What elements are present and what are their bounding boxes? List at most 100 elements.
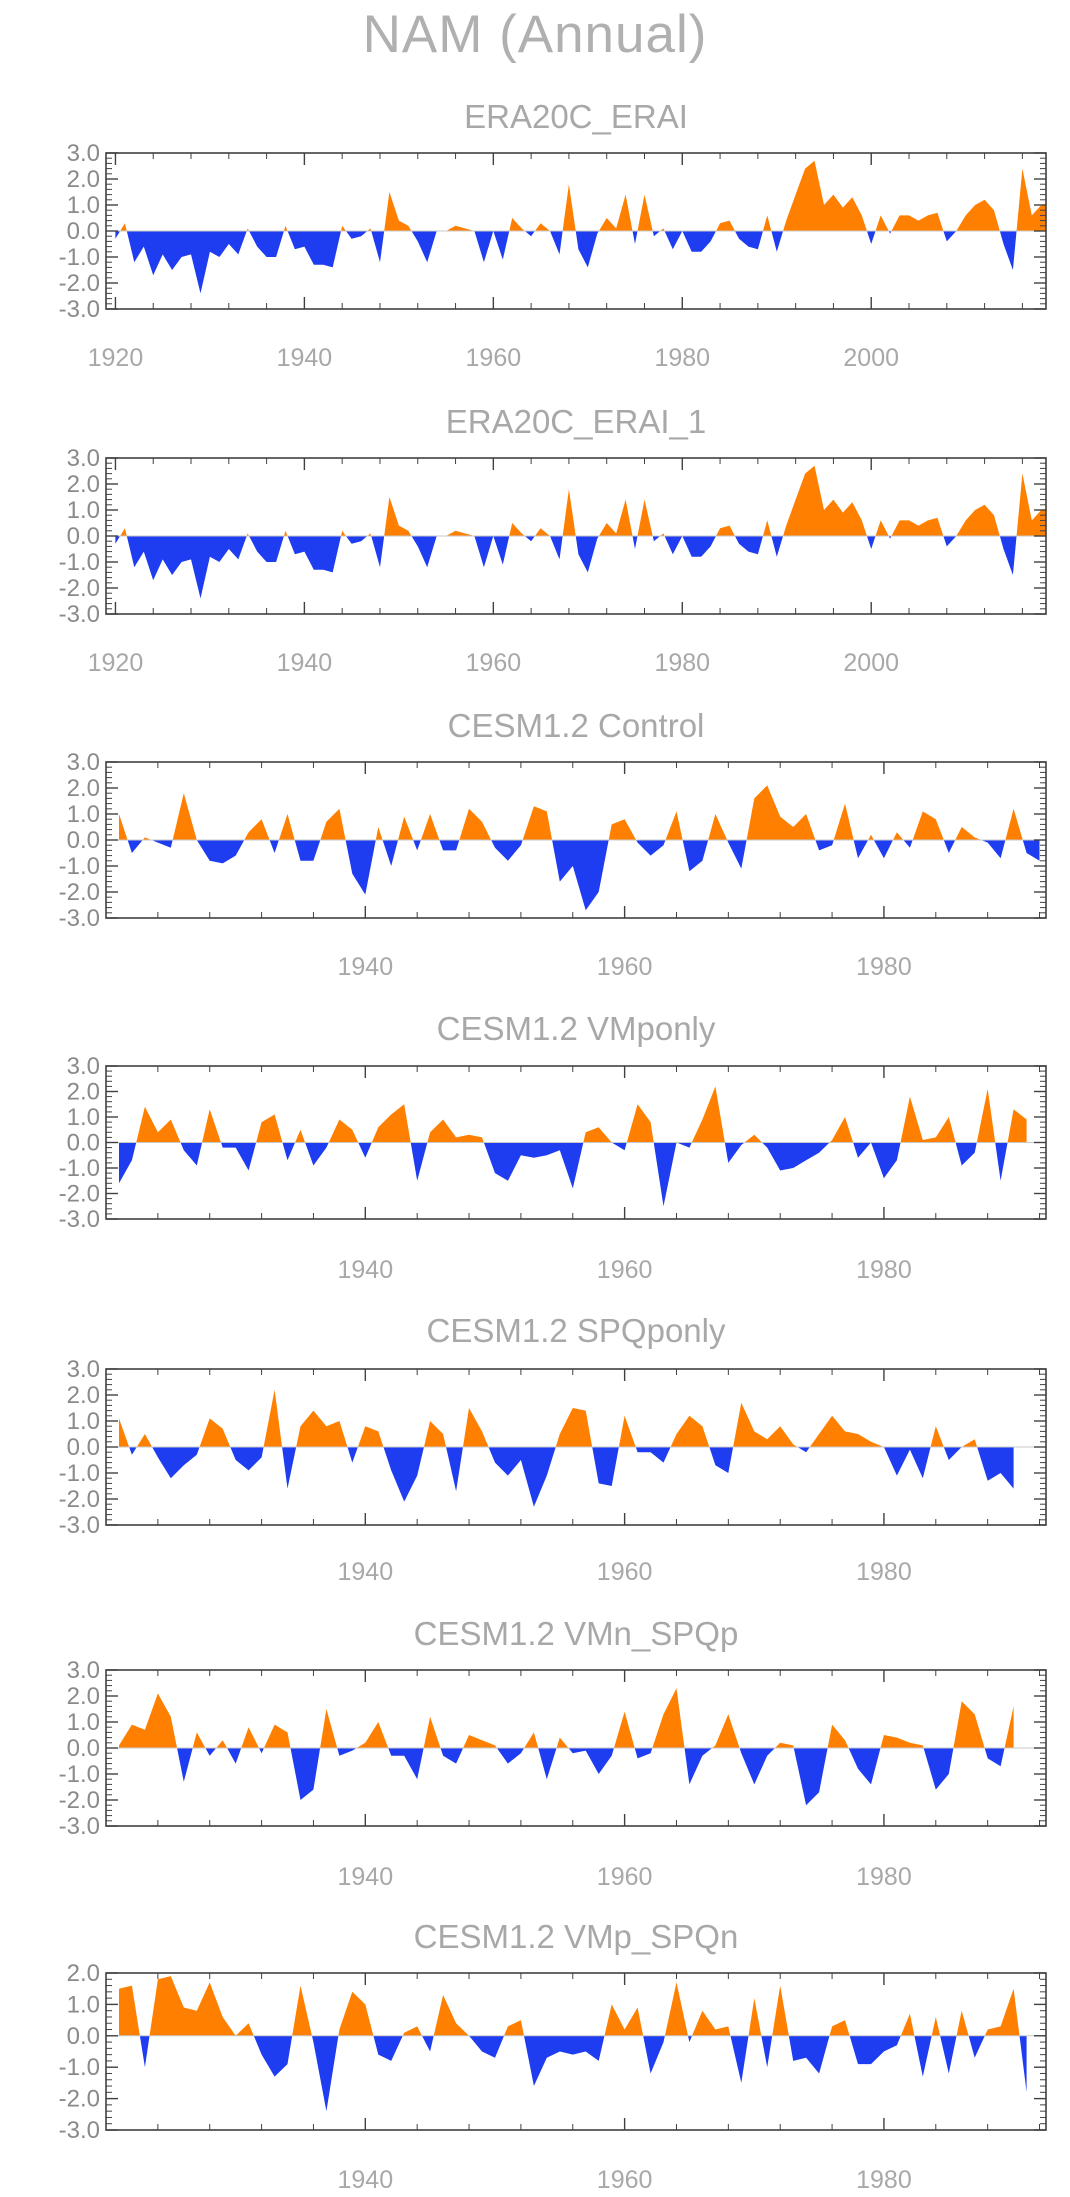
negative-area: [119, 840, 1040, 911]
panel-5: CESM1.2 SPQponly 3.02.01.00.0-1.0-2.0-3.0…: [59, 1312, 1047, 1586]
x-tick-label: 1920: [88, 344, 144, 372]
y-tick-label: 0.0: [67, 218, 100, 245]
y-tick-label: -3.0: [59, 1813, 100, 1840]
y-tick-label: 2.0: [67, 166, 100, 193]
y-tick-label: 2.0: [67, 1960, 100, 1987]
y-tick-label: -3.0: [59, 601, 100, 628]
y-tick-label: 1.0: [67, 1991, 100, 2018]
y-tick-label: 3.0: [67, 1356, 100, 1383]
x-tick-label: 1920: [88, 649, 144, 677]
x-tick-label: 1980: [856, 2166, 912, 2194]
panel-title: CESM1.2 SPQponly: [427, 1312, 726, 1349]
x-tick-label: 1940: [337, 1863, 393, 1891]
positive-area: [119, 1086, 1027, 1143]
x-tick-label: 2000: [843, 344, 899, 372]
y-tick-label: -1.0: [59, 549, 100, 576]
y-tick-label: 3.0: [67, 749, 100, 776]
plot-frame: [105, 1972, 1047, 2131]
y-tick-label: 3.0: [67, 445, 100, 472]
x-tick-label: 2000: [843, 649, 899, 677]
panel-1: ERA20C_ERAI 3.02.01.00.0-1.0-2.0-3.0 1920 1…: [59, 98, 1047, 372]
x-tick-label: 1940: [337, 1558, 393, 1586]
y-tick-label: -3.0: [59, 1206, 100, 1233]
panel-4: CESM1.2 VMponly 3.02.01.00.0-1.0-2.0-3.0 1…: [59, 1010, 1047, 1284]
y-tick-label: 0.0: [67, 1130, 100, 1157]
y-tick-label: 2.0: [67, 1382, 100, 1409]
positive-area: [115, 160, 1046, 231]
panel-2: ERA20C_ERAI_1 3.02.01.00.0-1.0-2.0-3.0 192…: [59, 403, 1047, 677]
x-tick-label: 1980: [856, 1256, 912, 1284]
positive-area: [115, 465, 1046, 536]
y-tick-label: 2.0: [67, 471, 100, 498]
negative-area: [115, 536, 1046, 599]
y-tick-label: 2.0: [67, 1079, 100, 1106]
x-tick-label: 1960: [597, 953, 653, 981]
y-tick-label: -2.0: [59, 1486, 100, 1513]
y-tick-label: -1.0: [59, 1155, 100, 1182]
y-tick-label: -1.0: [59, 853, 100, 880]
y-tick-label: 3.0: [67, 140, 100, 167]
y-tick-label: 1.0: [67, 497, 100, 524]
x-tick-label: 1980: [856, 953, 912, 981]
y-tick-label: 3.0: [67, 1053, 100, 1080]
panel-7: CESM1.2 VMp_SPQn 2.0 1.0 0.0 -1.0 -2.0 -3.0 194…: [59, 1918, 1047, 2194]
y-tick-label: 2.0: [67, 775, 100, 802]
x-tick-label: 1960: [466, 649, 522, 677]
x-tick-label: 1960: [597, 1863, 653, 1891]
x-tick-label: 1940: [337, 1256, 393, 1284]
y-tick-label: 1.0: [67, 1104, 100, 1131]
x-tick-label: 1960: [597, 1558, 653, 1586]
negative-area: [115, 231, 1046, 294]
y-tick-label: 0.0: [67, 827, 100, 854]
positive-area: [119, 1976, 1020, 2036]
y-tick-label: -3.0: [59, 905, 100, 932]
y-tick-label: -2.0: [59, 270, 100, 297]
y-tick-label: -2.0: [59, 1181, 100, 1208]
y-tick-label: -1.0: [59, 1460, 100, 1487]
y-tick-label: 0.0: [67, 2023, 100, 2050]
y-tick-label: -3.0: [59, 296, 100, 323]
y-tick-label: 1.0: [67, 1408, 100, 1435]
x-tick-label: 1940: [337, 2166, 393, 2194]
negative-area: [119, 1142, 1027, 1207]
y-tick-label: 0.0: [67, 1434, 100, 1461]
y-tick-label: -1.0: [59, 1761, 100, 1788]
y-tick-label: -1.0: [59, 244, 100, 271]
x-tick-label: 1960: [466, 344, 522, 372]
y-tick-label: 0.0: [67, 523, 100, 550]
x-tick-label: 1980: [856, 1863, 912, 1891]
y-tick-label: 3.0: [67, 1657, 100, 1684]
x-tick-label: 1940: [337, 953, 393, 981]
y-tick-label: -2.0: [59, 575, 100, 602]
negative-area: [119, 2035, 1027, 2112]
negative-area: [119, 1748, 1014, 1806]
x-tick-label: 1980: [654, 344, 710, 372]
x-tick-label: 1960: [597, 2166, 653, 2194]
panel-6: CESM1.2 VMn_SPQp 3.02.01.00.0-1.0-2.0-3.0…: [59, 1615, 1047, 1891]
y-tick-label: 1.0: [67, 1709, 100, 1736]
y-tick-label: 0.0: [67, 1735, 100, 1762]
x-tick-label: 1960: [597, 1256, 653, 1284]
y-tick-label: -1.0: [59, 2054, 100, 2081]
main-title: NAM (Annual): [362, 5, 708, 64]
panel-title: CESM1.2 VMn_SPQp: [414, 1615, 739, 1652]
panel-title: CESM1.2 VMp_SPQn: [414, 1918, 739, 1955]
positive-area: [119, 785, 1040, 840]
y-tick-label: -3.0: [59, 1512, 100, 1539]
panel-title: ERA20C_ERAI_1: [446, 403, 706, 440]
panel-title: CESM1.2 Control: [448, 707, 705, 744]
x-tick-label: 1980: [654, 649, 710, 677]
positive-area: [119, 1389, 1014, 1447]
y-tick-label: 1.0: [67, 192, 100, 219]
x-tick-label: 1940: [277, 649, 333, 677]
y-tick-label: -2.0: [59, 879, 100, 906]
negative-area: [119, 1447, 1014, 1507]
y-tick-label: -3.0: [59, 2117, 100, 2144]
y-tick-label: 1.0: [67, 801, 100, 828]
y-tick-label: -2.0: [59, 2086, 100, 2113]
y-tick-label: 2.0: [67, 1683, 100, 1710]
panel-title: ERA20C_ERAI: [464, 98, 688, 135]
panel-3: CESM1.2 Control 3.02.01.00.0-1.0-2.0-3.0 1…: [59, 707, 1047, 981]
panel-title: CESM1.2 VMponly: [437, 1010, 716, 1047]
